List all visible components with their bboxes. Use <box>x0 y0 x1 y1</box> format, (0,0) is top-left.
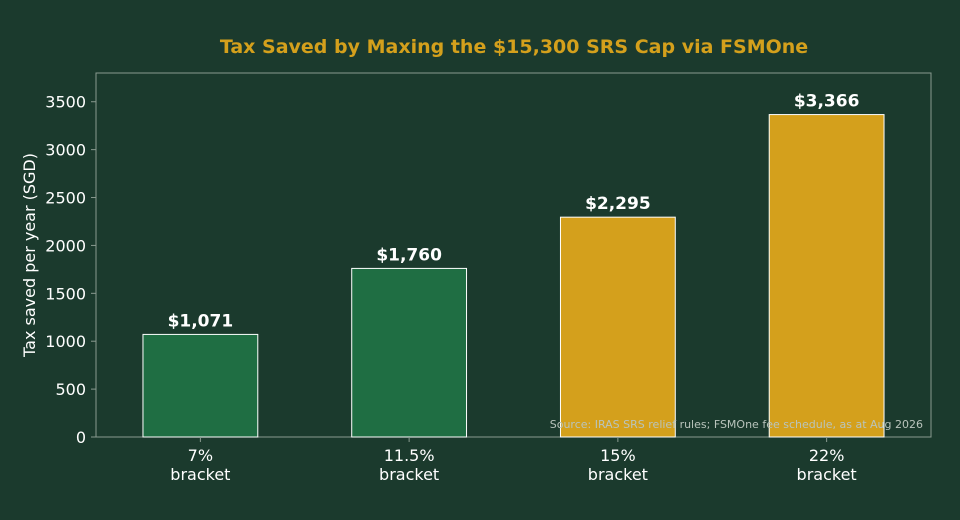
x-tick-label: 7% bracket <box>170 446 230 484</box>
y-tick-label: 1500 <box>45 284 86 303</box>
data-label: $2,295 <box>585 194 651 214</box>
bar <box>768 114 885 438</box>
y-tick-label: 3500 <box>45 93 86 112</box>
bar <box>559 216 676 438</box>
axes-frame <box>95 72 932 438</box>
x-tick-label: 15% bracket <box>588 446 648 484</box>
y-tick-label: 500 <box>55 380 86 399</box>
y-tick-label: 3000 <box>45 141 86 160</box>
data-label: $1,071 <box>168 311 234 331</box>
x-tick-label: 22% bracket <box>797 446 857 484</box>
y-tick-label: 2000 <box>45 236 86 255</box>
chart-title: Tax Saved by Maxing the $15,300 SRS Cap … <box>220 36 808 58</box>
data-label: $1,760 <box>376 245 442 265</box>
source-annotation: Source: IRAS SRS relief rules; FSMOne fe… <box>550 418 923 431</box>
y-tick-label: 2500 <box>45 189 86 208</box>
plot-area: 0 500 1000 1500 2000 2500 3000 3500 $1,071 7% brac… <box>45 72 932 484</box>
bar <box>351 267 468 438</box>
y-axis-label: Tax saved per year (SGD) <box>20 153 39 358</box>
y-tick-label: 1000 <box>45 332 86 351</box>
y-tick-label: 0 <box>76 428 86 447</box>
x-tick-label: 11.5% bracket <box>379 446 439 484</box>
bar <box>142 333 259 438</box>
data-label: $3,366 <box>794 92 860 112</box>
